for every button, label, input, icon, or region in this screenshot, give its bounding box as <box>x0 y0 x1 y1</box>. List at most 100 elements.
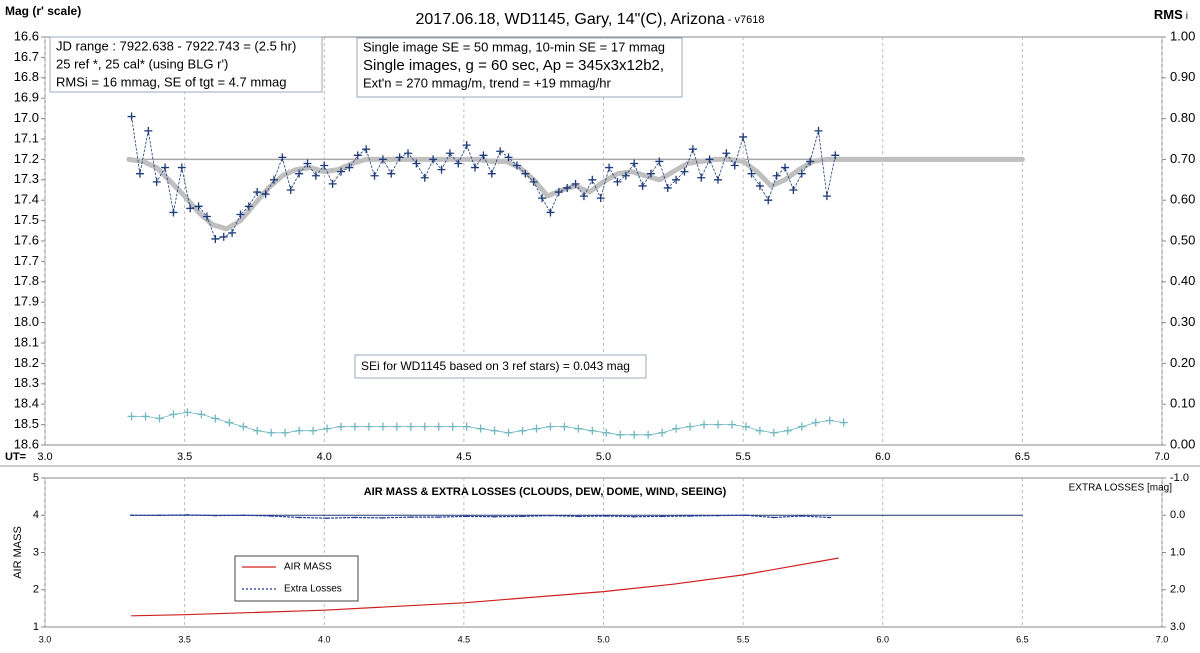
annotation-frame <box>356 37 683 98</box>
data-point <box>713 420 722 429</box>
x-tick-label: 5.0 <box>596 451 611 463</box>
data-point <box>211 234 220 243</box>
data-point <box>630 159 639 168</box>
data-point <box>797 422 806 431</box>
data-point <box>429 155 438 164</box>
y-tick-label: 17.4 <box>14 192 39 207</box>
data-point <box>261 190 270 199</box>
data-point <box>350 422 359 431</box>
data-point <box>141 412 150 421</box>
data-point <box>281 428 290 437</box>
y2-tick-label: 3.0 <box>1170 621 1185 633</box>
x-tick-label: 3.0 <box>39 634 52 644</box>
y-tick-label: 17.0 <box>14 110 39 125</box>
data-point <box>755 181 764 190</box>
data-point <box>353 151 362 160</box>
y-tick-label: 16.9 <box>14 90 39 105</box>
y-tick-label: 18.5 <box>14 416 39 431</box>
data-point <box>161 163 170 172</box>
y2-tick-label: 0.70 <box>1170 151 1195 166</box>
data-point <box>672 424 681 433</box>
annotation-text: RMSi = 16 mmag, SE of tgt = 4.7 mmag <box>56 74 286 89</box>
data-point <box>588 175 597 184</box>
data-point <box>764 196 773 205</box>
data-point <box>362 145 371 154</box>
data-point <box>663 183 672 192</box>
x-tick-label: 3.5 <box>177 451 192 463</box>
data-point <box>462 422 471 431</box>
x-tick-label: 6.5 <box>1016 634 1029 644</box>
y2-tick-label: 0.50 <box>1170 232 1195 247</box>
data-point <box>228 228 237 237</box>
annotation-box: Single image SE = 50 mmag, 10-min SE = 1… <box>356 37 683 98</box>
legend-label: AIR MASS <box>284 562 332 573</box>
data-point <box>621 171 630 180</box>
data-point <box>364 422 373 431</box>
data-point <box>320 161 329 170</box>
data-point <box>420 422 429 431</box>
y2-tick-label: -1.0 <box>1170 472 1189 484</box>
y2-tick-label: 0.30 <box>1170 314 1195 329</box>
data-point <box>680 167 689 176</box>
data-point <box>211 414 220 423</box>
y-axis-title: Mag (r' scale) <box>5 4 81 18</box>
data-point <box>616 430 625 439</box>
y-tick-label: 17.9 <box>14 294 39 309</box>
y-tick-label: 18.3 <box>14 375 39 390</box>
data-point <box>646 169 655 178</box>
data-point <box>378 155 387 164</box>
data-point <box>445 149 454 158</box>
data-point <box>404 149 413 158</box>
y-tick-label: 17.7 <box>14 253 39 268</box>
data-point <box>490 426 499 435</box>
series-line <box>131 557 839 617</box>
y2-tick-label: 1.00 <box>1170 28 1195 43</box>
data-point <box>236 210 245 219</box>
y2-tick-label: 0.80 <box>1170 110 1195 125</box>
data-point <box>135 169 144 178</box>
y2-tick-label: 0.90 <box>1170 69 1195 84</box>
data-point <box>323 424 332 433</box>
data-point <box>127 112 136 121</box>
y-tick-label: 17.1 <box>14 130 39 145</box>
data-point <box>169 208 178 217</box>
data-point <box>727 420 736 429</box>
data-point <box>538 194 547 203</box>
y-tick-label: 18.6 <box>14 436 39 451</box>
annotation-frame <box>49 36 323 93</box>
y-tick-label: 3 <box>33 546 39 558</box>
data-point <box>705 155 714 164</box>
data-point <box>546 208 555 217</box>
data-point <box>560 422 569 431</box>
data-point <box>370 171 379 180</box>
y2-axis-title-sub: i <box>1186 11 1188 22</box>
data-point <box>295 169 304 178</box>
data-point <box>244 202 253 211</box>
x-tick-label: 4.0 <box>318 634 331 644</box>
data-point <box>741 422 750 431</box>
y2-tick-label: 0.20 <box>1170 355 1195 370</box>
data-point <box>303 159 312 168</box>
data-point <box>504 153 513 162</box>
data-point <box>144 126 153 135</box>
x-tick-label: 7.0 <box>1156 634 1169 644</box>
data-point <box>769 428 778 437</box>
data-point <box>747 169 756 178</box>
data-point <box>571 179 580 188</box>
data-point <box>454 159 463 168</box>
data-point <box>574 424 583 433</box>
annotation-text: SEi for WD1145 based on 3 ref stars) = 0… <box>361 359 630 373</box>
data-point <box>197 410 206 419</box>
x-tick-label: 5.5 <box>737 634 750 644</box>
y-axis-title: AIR MASS <box>12 526 24 579</box>
chart-title: 2017.06.18, WD1145, Gary, 14"(C), Arizon… <box>416 11 765 28</box>
x-tick-label: 7.0 <box>1154 451 1169 463</box>
data-point <box>476 424 485 433</box>
y2-tick-label: 0.40 <box>1170 273 1195 288</box>
y-tick-label: 18.0 <box>14 314 39 329</box>
data-point <box>822 192 831 201</box>
data-point <box>169 410 178 419</box>
x-tick-label: 5.5 <box>735 451 750 463</box>
